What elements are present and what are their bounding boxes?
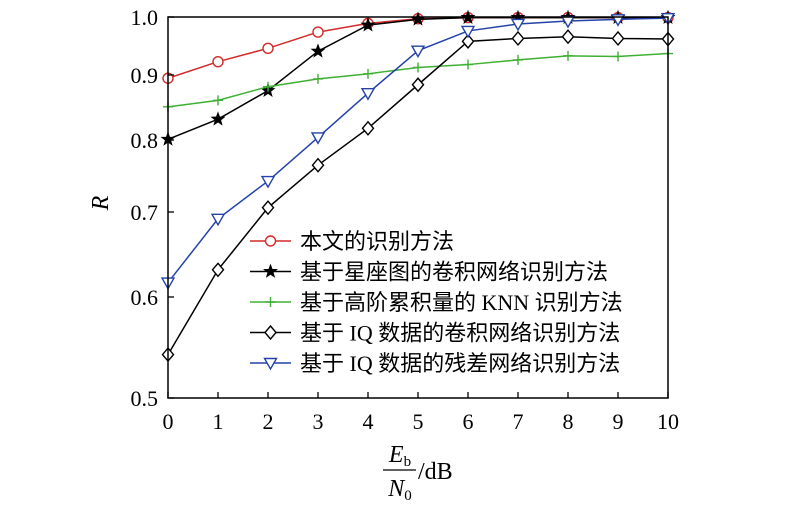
data-point xyxy=(561,29,575,45)
y-tick-label: 0.8 xyxy=(131,128,159,153)
x-axis-title-numerator: Eb xyxy=(388,442,411,470)
x-tick-label: 2 xyxy=(263,409,274,434)
x-tick-label: 8 xyxy=(563,409,574,434)
legend-marker xyxy=(264,235,277,247)
series-layer xyxy=(160,9,676,363)
series-3 xyxy=(161,29,675,363)
data-point xyxy=(363,68,373,79)
y-tick-label: 0.9 xyxy=(131,63,159,88)
x-axis-title-numerator-main: E xyxy=(388,442,404,468)
data-point xyxy=(361,120,375,136)
legend-label: 基于 IQ 数据的卷积网络识别方法 xyxy=(300,321,620,346)
data-point xyxy=(213,95,223,106)
x-axis-title-denominator: N0 xyxy=(387,476,412,504)
data-point xyxy=(210,111,226,126)
data-point xyxy=(511,30,525,47)
data-point xyxy=(260,175,276,189)
x-axis-title-denominator-main: N xyxy=(387,476,406,502)
legend-item-1: 基于星座图的卷积网络识别方法 xyxy=(250,260,608,285)
x-tick-label: 0 xyxy=(163,409,174,434)
x-tick-label: 3 xyxy=(313,409,324,434)
data-point xyxy=(312,26,324,38)
legend-marker xyxy=(265,297,276,307)
data-point xyxy=(263,81,273,92)
x-tick-label: 5 xyxy=(413,409,424,434)
data-point xyxy=(210,213,226,227)
legend-marker xyxy=(263,263,278,278)
legend-item-4: 基于 IQ 数据的残差网络识别方法 xyxy=(250,351,620,376)
y-tick-label: 1.0 xyxy=(131,5,159,30)
data-point xyxy=(311,157,325,173)
legend-item-3: 基于 IQ 数据的卷积网络识别方法 xyxy=(250,321,620,346)
x-tick-label: 1 xyxy=(213,409,224,434)
data-point xyxy=(463,59,473,70)
data-point xyxy=(460,25,476,39)
data-point xyxy=(611,30,625,47)
data-point xyxy=(360,17,376,32)
data-point xyxy=(613,51,623,62)
y-tick-label: 0.7 xyxy=(131,200,159,225)
y-axis-title: R xyxy=(88,195,114,211)
x-tick-label: 10 xyxy=(657,409,679,434)
x-tick-label: 9 xyxy=(613,409,624,434)
x-tick-label: 6 xyxy=(463,409,474,434)
y-tick-label: 0.5 xyxy=(131,386,159,411)
data-point xyxy=(360,87,376,101)
data-point xyxy=(411,77,425,93)
data-point xyxy=(461,33,475,49)
legend-label: 基于星座图的卷积网络识别方法 xyxy=(300,260,608,285)
data-point xyxy=(212,55,224,68)
legend-item-0: 本文的识别方法 xyxy=(250,229,454,254)
x-axis-title-numerator-sub: b xyxy=(404,454,412,470)
data-point xyxy=(513,54,523,65)
legend-marker xyxy=(263,357,278,371)
data-point xyxy=(410,45,426,59)
data-point xyxy=(563,50,573,61)
legend-marker xyxy=(264,324,277,341)
legend-label: 基于 IQ 数据的残差网络识别方法 xyxy=(300,351,620,376)
data-point xyxy=(510,18,526,32)
data-point xyxy=(261,200,275,216)
legend-label: 本文的识别方法 xyxy=(300,229,454,254)
data-point xyxy=(310,43,326,58)
legend-label: 基于高阶累积量的 KNN 识别方法 xyxy=(300,290,623,315)
data-point xyxy=(211,262,225,278)
data-point xyxy=(262,42,274,55)
y-tick-label: 0.6 xyxy=(131,285,159,310)
x-tick-label: 7 xyxy=(513,409,524,434)
x-axis-title: Eb N0 /dB xyxy=(383,442,453,504)
x-axis-title-denominator-sub: 0 xyxy=(404,488,412,504)
data-point xyxy=(310,132,326,145)
x-tick-label: 4 xyxy=(363,409,374,434)
legend-item-2: 基于高阶累积量的 KNN 识别方法 xyxy=(250,290,623,315)
x-axis-title-unit: /dB xyxy=(418,459,453,485)
data-point xyxy=(313,73,323,84)
ticks-layer: 0 1 2 3 4 5 6 7 8 9 10 0.5 0.6 0.7 0.8 0.9 1.0 xyxy=(131,5,680,434)
data-point xyxy=(413,62,423,73)
